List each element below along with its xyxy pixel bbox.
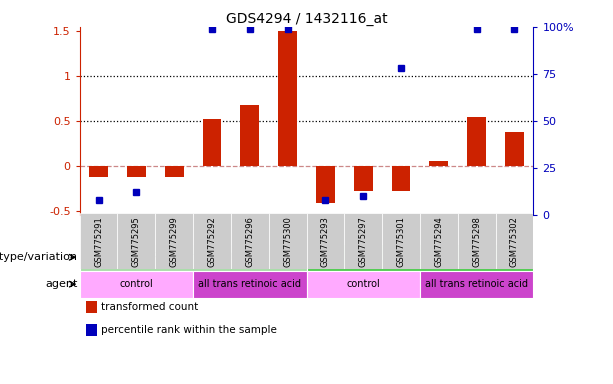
Text: GSM775302: GSM775302 bbox=[510, 216, 519, 267]
Text: percentile rank within the sample: percentile rank within the sample bbox=[101, 325, 277, 335]
Bar bbox=[458, 213, 495, 269]
Bar bbox=[89, 166, 108, 177]
Bar bbox=[118, 213, 155, 269]
Text: GSM775292: GSM775292 bbox=[207, 216, 216, 266]
Text: GSM775291: GSM775291 bbox=[94, 216, 103, 266]
Bar bbox=[306, 271, 420, 298]
Text: transformed count: transformed count bbox=[101, 302, 199, 312]
Bar bbox=[202, 119, 221, 166]
Text: GSM775297: GSM775297 bbox=[359, 216, 368, 267]
Text: GSM775295: GSM775295 bbox=[132, 216, 141, 266]
Bar bbox=[495, 213, 533, 269]
Bar bbox=[193, 271, 306, 298]
Text: control: control bbox=[120, 279, 153, 289]
Bar bbox=[345, 213, 382, 269]
Bar bbox=[240, 105, 259, 166]
Bar bbox=[382, 213, 420, 269]
Text: GSM775293: GSM775293 bbox=[321, 216, 330, 267]
Text: wild type: wild type bbox=[395, 252, 445, 262]
Bar bbox=[80, 271, 193, 298]
Bar bbox=[193, 213, 231, 269]
Bar bbox=[420, 213, 458, 269]
Text: GSM775301: GSM775301 bbox=[397, 216, 406, 267]
Bar bbox=[268, 213, 306, 269]
Bar bbox=[127, 166, 146, 177]
Text: GSM775298: GSM775298 bbox=[472, 216, 481, 267]
Text: GSM775294: GSM775294 bbox=[434, 216, 443, 266]
Bar bbox=[306, 244, 533, 271]
Bar bbox=[165, 166, 184, 177]
Text: GSM775300: GSM775300 bbox=[283, 216, 292, 267]
Text: genotype/variation: genotype/variation bbox=[0, 252, 78, 262]
Bar bbox=[316, 166, 335, 204]
Bar bbox=[155, 213, 193, 269]
Bar bbox=[505, 132, 524, 166]
Title: GDS4294 / 1432116_at: GDS4294 / 1432116_at bbox=[226, 12, 387, 26]
Bar bbox=[420, 271, 533, 298]
Text: GSM775296: GSM775296 bbox=[245, 216, 254, 267]
Text: agent: agent bbox=[45, 279, 78, 289]
Text: all trans retinoic acid: all trans retinoic acid bbox=[425, 279, 528, 289]
Bar bbox=[467, 118, 486, 166]
Bar bbox=[392, 166, 411, 191]
Text: control: control bbox=[346, 279, 380, 289]
Bar bbox=[429, 161, 448, 166]
Bar bbox=[231, 213, 268, 269]
Bar bbox=[306, 213, 345, 269]
Text: RARa knockout: RARa knockout bbox=[151, 252, 235, 262]
Bar bbox=[354, 166, 373, 191]
Text: GSM775299: GSM775299 bbox=[170, 216, 179, 266]
Bar bbox=[80, 244, 306, 271]
Text: all trans retinoic acid: all trans retinoic acid bbox=[198, 279, 302, 289]
Bar bbox=[80, 213, 118, 269]
Bar bbox=[278, 31, 297, 166]
